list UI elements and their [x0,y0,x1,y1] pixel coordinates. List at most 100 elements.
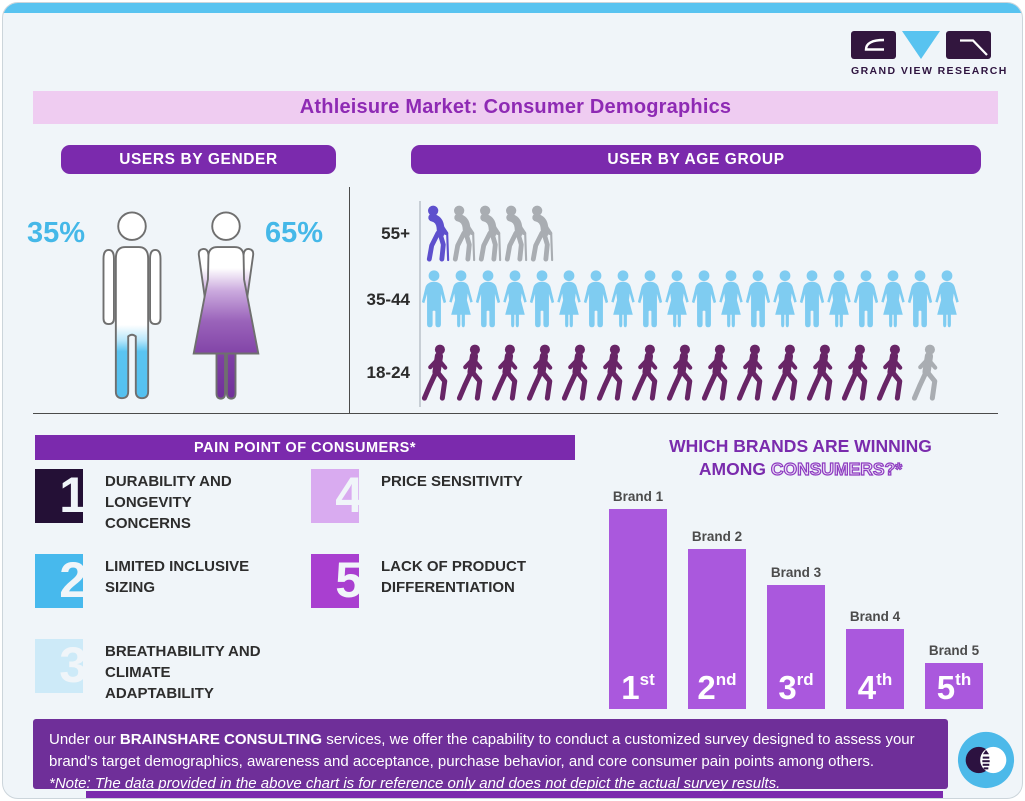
age-section-header-label: USER BY AGE GROUP [607,150,785,168]
vertical-divider [349,187,350,413]
footer-text-suffix: services, we offer the capability to con… [49,731,915,770]
pain-point-number-block: 1 [35,469,87,523]
brand-label: Brand 3 [770,565,822,580]
person-man-icon [421,265,447,335]
bar-column-brand-1: Brand 1 1st [609,489,667,709]
age-row-icons [421,344,944,402]
person-walking-icon [876,344,909,402]
gvr-r-mark-icon [960,39,988,56]
person-walking-icon [491,344,524,402]
title-banner: Athleisure Market: Consumer Demographics [33,91,998,124]
person-man-icon [799,265,825,335]
pain-points-header: PAIN POINT OF CONSUMERS* [35,435,575,460]
pain-point-number: 5 [335,552,363,608]
pain-point-number-block: 4 [311,469,363,523]
brand-bar-chart: Brand 1 1st Brand 2 2nd Brand 3 3rd Brand 4 4th… [609,489,1001,709]
brand-bar: 1st [609,509,667,709]
footer-text-bold: BRAINSHARE CONSULTING [119,731,323,748]
brand-label: Brand 4 [849,609,901,624]
age-row-label: 55+ [381,224,410,243]
person-walking-icon [911,344,944,402]
person-woman-icon [556,265,582,335]
person-man-icon [637,265,663,335]
pain-point-item-5: 5 LACK OF PRODUCT DIFFERENTIATION [311,554,581,639]
female-percentage: 65% [265,217,324,249]
person-woman-icon [934,265,960,335]
person-woman-icon [502,265,528,335]
gvr-logo-marks [851,31,1001,59]
pain-point-label: DURABILITY AND LONGEVITY CONCERNS [105,473,232,532]
person-walking-icon [736,344,769,402]
person-walking-icon [841,344,874,402]
pain-points-column-2: 4 PRICE SENSITIVITY 5 LACK OF PRODUCT DIFFE… [311,469,581,639]
person-man-icon [583,265,609,335]
person-man-icon [475,265,501,335]
brand-chart-title-line1: WHICH BRANDS ARE WINNING [669,436,932,456]
age-section-header: USER BY AGE GROUP [411,145,981,174]
person-walking-icon [526,344,559,402]
person-woman-icon [448,265,474,335]
pain-point-number: 2 [59,552,87,608]
person-walking-icon [596,344,629,402]
rank-label: 4th [857,669,893,706]
brand-bar: 4th [846,629,904,709]
person-walking-icon [421,344,454,402]
person-man-icon [529,265,555,335]
pain-point-label: PRICE SENSITIVITY [381,473,523,490]
brand-chart-title: WHICH BRANDS ARE WINNING AMONG CONSUMERS… [603,435,998,481]
person-woman-icon [772,265,798,335]
pain-point-number: 1 [59,467,87,523]
person-woman-icon [664,265,690,335]
pain-point-item-2: 2 LIMITED INCLUSIVE SIZING [35,554,295,639]
person-woman-icon [718,265,744,335]
person-walking-icon [771,344,804,402]
age-row-icons [421,205,551,263]
gvr-logo-r-block [946,31,991,59]
bar-column-brand-4: Brand 4 4th [846,609,904,709]
pain-point-number: 3 [59,637,87,693]
brand-label: Brand 2 [691,529,743,544]
pain-points-column-1: 1 DURABILITY AND LONGEVITY CONCERNS 2 LIMIT… [35,469,295,724]
footer-text-prefix: Under our [49,731,120,748]
brand-bar: 3rd [767,585,825,709]
age-row-35-44: 35-44 [358,265,960,335]
person-walking-icon [561,344,594,402]
footer-note: *Note: The data provided in the above ch… [49,774,781,792]
age-row-18-24: 18-24 [358,344,944,402]
person-walking-icon [631,344,664,402]
brand-chart-title-line2-outline: CONSUMERS?* [770,458,903,479]
age-row-55+: 55+ [358,205,551,263]
age-row-label: 35-44 [366,290,410,309]
person-elderly-cane-icon [525,205,558,263]
person-woman-icon [880,265,906,335]
gvr-logo-text: GRAND VIEW RESEARCH [851,65,1008,77]
brand-bar: 5th [925,663,983,709]
horizontal-divider [33,413,998,414]
female-figure-icon [183,211,269,406]
bar-column-brand-5: Brand 5 5th [925,643,983,709]
footer-text: Under our BRAINSHARE CONSULTING services… [49,729,932,773]
pain-point-label: LIMITED INCLUSIVE SIZING [105,558,250,596]
person-walking-icon [806,344,839,402]
rank-label: 3rd [778,669,814,706]
gvr-g-mark-icon [864,38,885,51]
gvr-logo-v-triangle-icon [902,31,940,59]
pain-point-label: BREATHABILITY AND CLIMATE ADAPTABILITY [105,643,261,702]
bar-column-brand-3: Brand 3 3rd [767,565,825,709]
person-man-icon [745,265,771,335]
pain-points-header-label: PAIN POINT OF CONSUMERS* [194,439,416,456]
male-percentage: 35% [27,217,86,249]
pain-point-label: LACK OF PRODUCT DIFFERENTIATION [381,558,526,596]
age-row-label: 18-24 [366,363,410,382]
brand-label: Brand 1 [612,489,664,504]
bottom-accent-bar [86,791,943,798]
pain-point-item-4: 4 PRICE SENSITIVITY [311,469,581,554]
person-walking-icon [456,344,489,402]
person-man-icon [691,265,717,335]
rank-label: 1st [621,669,655,706]
bar-column-brand-2: Brand 2 2nd [688,529,746,709]
person-woman-icon [826,265,852,335]
person-walking-icon [666,344,699,402]
pain-point-number-block: 3 [35,639,87,693]
